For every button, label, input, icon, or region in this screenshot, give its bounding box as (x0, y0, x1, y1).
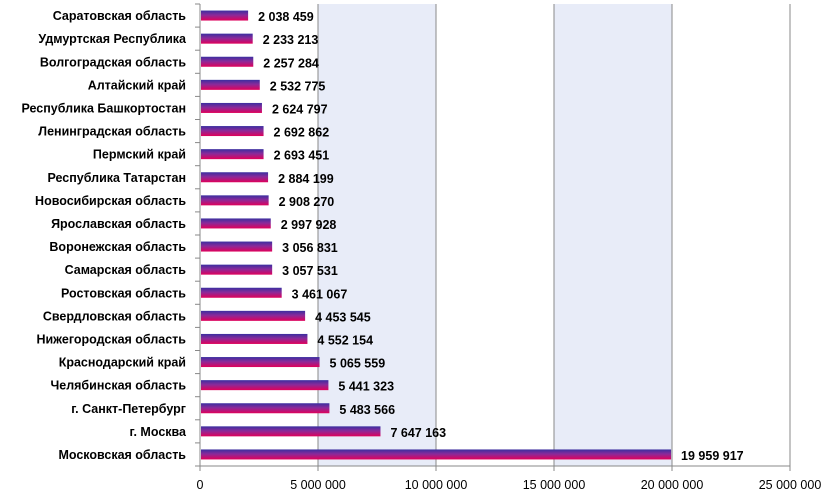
value-label: 2 997 928 (281, 218, 337, 232)
value-label: 2 908 270 (279, 195, 335, 209)
category-label: Челябинская область (50, 379, 186, 393)
category-label: Республика Татарстан (47, 171, 186, 185)
bar (201, 126, 264, 137)
x-tick-label: 20 000 000 (641, 478, 704, 492)
value-label: 3 461 067 (292, 287, 348, 301)
category-label: г. Москва (130, 425, 188, 439)
x-tick-label: 15 000 000 (523, 478, 586, 492)
category-label: Воронежская область (49, 240, 186, 254)
value-label: 2 257 284 (263, 56, 319, 70)
value-label: 2 624 797 (272, 102, 328, 116)
value-label: 3 056 831 (282, 241, 338, 255)
value-label: 2 693 451 (274, 149, 330, 163)
category-label: Саратовская область (53, 9, 187, 23)
bar (201, 403, 330, 414)
x-tick-label: 0 (197, 478, 204, 492)
category-label: Ленинградская область (38, 125, 186, 139)
category-label: Алтайский край (88, 78, 186, 92)
value-label: 3 057 531 (282, 264, 338, 278)
category-label: Волгоградская область (40, 55, 186, 69)
bar (201, 10, 249, 21)
category-label: Нижегородская область (36, 332, 186, 346)
category-label: Самарская область (65, 263, 187, 277)
category-label: Московская область (58, 448, 186, 462)
value-label: 2 884 199 (278, 172, 334, 186)
bar (201, 426, 381, 437)
bar (201, 79, 260, 90)
category-label: Республика Башкортостан (21, 101, 186, 115)
value-label: 19 959 917 (681, 449, 744, 463)
value-label: 2 692 862 (274, 126, 330, 140)
value-label: 4 453 545 (315, 310, 371, 324)
value-label: 5 483 566 (339, 403, 395, 417)
bar (201, 264, 273, 275)
plot-stripe (318, 4, 436, 466)
bar (201, 449, 672, 460)
bar (201, 172, 269, 183)
value-label: 2 038 459 (258, 10, 314, 24)
value-label: 4 552 154 (317, 333, 373, 347)
category-label: Пермский край (93, 148, 186, 162)
value-label: 2 532 775 (270, 79, 326, 93)
category-label: Удмуртская Республика (38, 32, 187, 46)
bar (201, 380, 329, 391)
category-label: Ростовская область (61, 286, 186, 300)
bar (201, 357, 320, 368)
category-label: Свердловская область (43, 309, 186, 323)
category-label: Краснодарский край (59, 356, 186, 370)
bar (201, 149, 264, 160)
category-label: Ярославская область (51, 217, 186, 231)
plot-stripe (554, 4, 672, 466)
value-label: 7 647 163 (390, 426, 446, 440)
value-label: 5 065 559 (330, 357, 386, 371)
value-label: 5 441 323 (338, 380, 394, 394)
bar (201, 102, 262, 113)
category-label: Новосибирская область (35, 194, 186, 208)
bar (201, 56, 254, 67)
category-label: г. Санкт-Петербург (71, 402, 186, 416)
x-tick-label: 5 000 000 (290, 478, 346, 492)
x-tick-label: 25 000 000 (759, 478, 822, 492)
value-label: 2 233 213 (263, 33, 319, 47)
bar (201, 287, 282, 298)
x-tick-label: 10 000 000 (405, 478, 468, 492)
bar (201, 218, 271, 229)
bar (201, 241, 273, 252)
bar (201, 195, 269, 206)
bar (201, 333, 308, 344)
bar (201, 33, 253, 44)
bar (201, 310, 306, 321)
